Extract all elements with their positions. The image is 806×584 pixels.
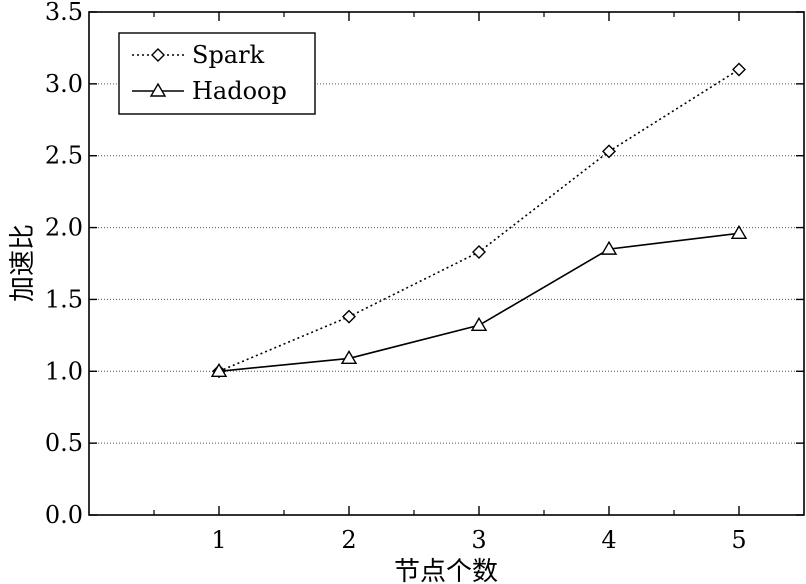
legend-hadoop-label: Hadoop [192, 77, 287, 105]
series-layer [210, 62, 748, 379]
plot-area-frame [88, 11, 805, 516]
x-tick-label: 2 [341, 526, 356, 554]
x-tick-label: 5 [731, 526, 746, 554]
grid-lines [89, 83, 804, 444]
data-point-spark [602, 144, 616, 159]
legend: Spark Hadoop [118, 32, 316, 115]
y-tick-label: 1.0 [45, 357, 83, 385]
legend-hadoop-marker [149, 82, 167, 97]
data-point-hadoop [340, 349, 358, 365]
y-tick-label: 1.5 [45, 285, 83, 313]
data-point-hadoop [210, 362, 228, 377]
data-point-spark [472, 245, 486, 259]
data-point-hadoop [600, 240, 618, 255]
y-tick-label: 0.0 [45, 501, 83, 529]
x-axis-title: 节点个数 [394, 557, 498, 584]
data-point-spark [342, 309, 356, 324]
y-tick-label: 2.5 [45, 142, 83, 170]
data-point-hadoop [730, 224, 748, 240]
legend-spark-marker [151, 48, 165, 62]
y-axis-title: 加速比 [8, 224, 38, 302]
y-tick-label: 3.5 [45, 0, 83, 26]
axis-ticks: 0.0 0.5 1.0 1.5 2.0 2.5 3.0 3.5 1 2 3 4 5 [45, 0, 804, 554]
x-tick-label: 3 [471, 526, 486, 554]
y-tick-label: 3.0 [45, 70, 83, 98]
legend-spark-label: Spark [192, 41, 265, 69]
x-tick-label: 1 [211, 526, 226, 554]
data-point-spark [732, 62, 746, 77]
y-tick-label: 0.5 [45, 429, 83, 457]
x-tick-label: 4 [601, 526, 616, 554]
y-tick-label: 2.0 [45, 214, 83, 242]
legend-box [118, 32, 316, 115]
data-point-hadoop [470, 316, 488, 331]
